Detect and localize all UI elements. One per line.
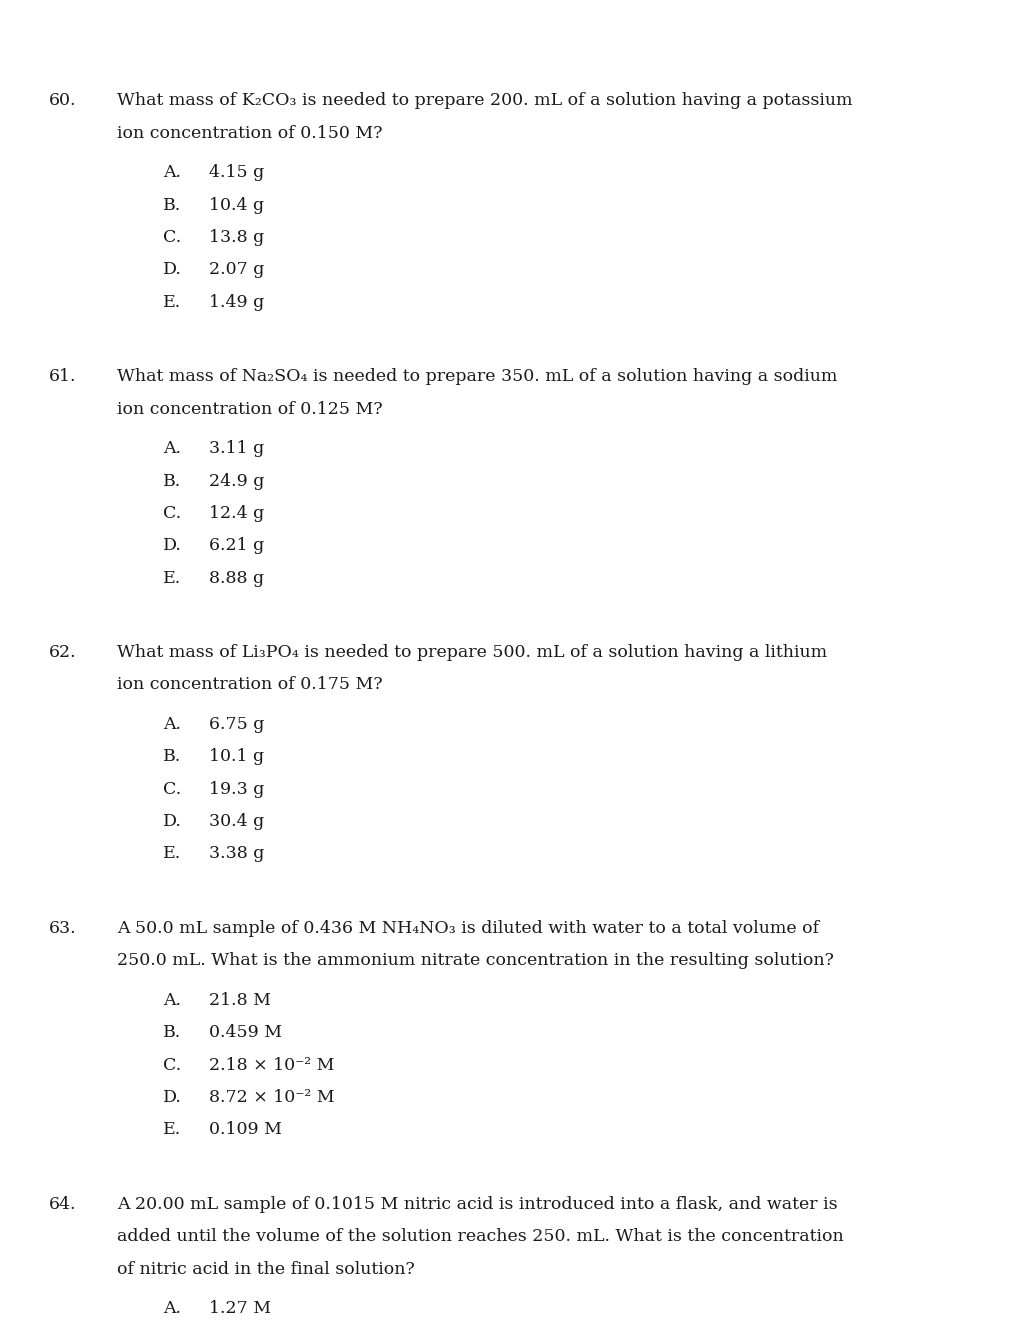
Text: 19.3 g: 19.3 g bbox=[209, 780, 264, 797]
Text: added until the volume of the solution reaches 250. mL. What is the concentratio: added until the volume of the solution r… bbox=[117, 1228, 844, 1245]
Text: D.: D. bbox=[163, 813, 182, 830]
Text: 4.15 g: 4.15 g bbox=[209, 164, 264, 181]
Text: E.: E. bbox=[163, 845, 181, 862]
Text: A.: A. bbox=[163, 440, 181, 457]
Text: What mass of K₂CO₃ is needed to prepare 200. mL of a solution having a potassium: What mass of K₂CO₃ is needed to prepare … bbox=[117, 92, 852, 110]
Text: D.: D. bbox=[163, 261, 182, 279]
Text: C.: C. bbox=[163, 228, 181, 246]
Text: ion concentration of 0.175 M?: ion concentration of 0.175 M? bbox=[117, 676, 382, 693]
Text: B.: B. bbox=[163, 748, 181, 766]
Text: 250.0 mL. What is the ammonium nitrate concentration in the resulting solution?: 250.0 mL. What is the ammonium nitrate c… bbox=[117, 952, 834, 969]
Text: What mass of Li₃PO₄ is needed to prepare 500. mL of a solution having a lithium: What mass of Li₃PO₄ is needed to prepare… bbox=[117, 644, 826, 661]
Text: D.: D. bbox=[163, 1089, 182, 1106]
Text: ion concentration of 0.150 M?: ion concentration of 0.150 M? bbox=[117, 124, 382, 141]
Text: 1.27 M: 1.27 M bbox=[209, 1300, 271, 1317]
Text: 0.109 M: 0.109 M bbox=[209, 1121, 282, 1138]
Text: 62.: 62. bbox=[49, 644, 76, 661]
Text: E.: E. bbox=[163, 293, 181, 310]
Text: 12.4 g: 12.4 g bbox=[209, 504, 264, 521]
Text: A.: A. bbox=[163, 1300, 181, 1317]
Text: B.: B. bbox=[163, 197, 181, 214]
Text: 60.: 60. bbox=[49, 92, 76, 110]
Text: of nitric acid in the final solution?: of nitric acid in the final solution? bbox=[117, 1261, 415, 1278]
Text: 24.9 g: 24.9 g bbox=[209, 473, 264, 490]
Text: 8.88 g: 8.88 g bbox=[209, 569, 264, 586]
Text: 30.4 g: 30.4 g bbox=[209, 813, 264, 830]
Text: 2.07 g: 2.07 g bbox=[209, 261, 264, 279]
Text: B.: B. bbox=[163, 1024, 181, 1041]
Text: 3.11 g: 3.11 g bbox=[209, 440, 264, 457]
Text: 21.8 M: 21.8 M bbox=[209, 991, 271, 1008]
Text: 64.: 64. bbox=[49, 1196, 76, 1213]
Text: 0.459 M: 0.459 M bbox=[209, 1024, 282, 1041]
Text: E.: E. bbox=[163, 569, 181, 586]
Text: B.: B. bbox=[163, 473, 181, 490]
Text: A 20.00 mL sample of 0.1015 M nitric acid is introduced into a flask, and water : A 20.00 mL sample of 0.1015 M nitric aci… bbox=[117, 1196, 837, 1213]
Text: A.: A. bbox=[163, 991, 181, 1008]
Text: ion concentration of 0.125 M?: ion concentration of 0.125 M? bbox=[117, 400, 382, 417]
Text: 1.49 g: 1.49 g bbox=[209, 293, 264, 310]
Text: 10.4 g: 10.4 g bbox=[209, 197, 264, 214]
Text: 10.1 g: 10.1 g bbox=[209, 748, 264, 766]
Text: A 50.0 mL sample of 0.436 M NH₄NO₃ is diluted with water to a total volume of: A 50.0 mL sample of 0.436 M NH₄NO₃ is di… bbox=[117, 920, 818, 937]
Text: 3.38 g: 3.38 g bbox=[209, 845, 264, 862]
Text: E.: E. bbox=[163, 1121, 181, 1138]
Text: A.: A. bbox=[163, 715, 181, 733]
Text: 6.21 g: 6.21 g bbox=[209, 537, 264, 554]
Text: D.: D. bbox=[163, 537, 182, 554]
Text: 2.18 × 10⁻² M: 2.18 × 10⁻² M bbox=[209, 1056, 334, 1073]
Text: C.: C. bbox=[163, 780, 181, 797]
Text: C.: C. bbox=[163, 504, 181, 521]
Text: 63.: 63. bbox=[49, 920, 76, 937]
Text: A.: A. bbox=[163, 164, 181, 181]
Text: 6.75 g: 6.75 g bbox=[209, 715, 264, 733]
Text: C.: C. bbox=[163, 1056, 181, 1073]
Text: 61.: 61. bbox=[49, 368, 76, 385]
Text: 13.8 g: 13.8 g bbox=[209, 228, 264, 246]
Text: 8.72 × 10⁻² M: 8.72 × 10⁻² M bbox=[209, 1089, 334, 1106]
Text: What mass of Na₂SO₄ is needed to prepare 350. mL of a solution having a sodium: What mass of Na₂SO₄ is needed to prepare… bbox=[117, 368, 837, 385]
